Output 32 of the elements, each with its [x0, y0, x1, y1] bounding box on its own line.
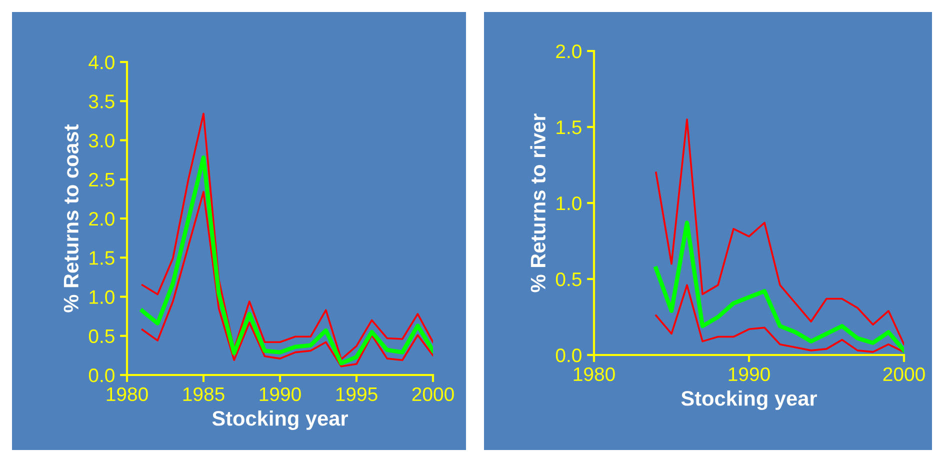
x-tick-label: 1985: [183, 387, 224, 402]
y-tick-label: 4.0: [88, 55, 114, 70]
x-tick-label: 1980: [574, 367, 615, 382]
y-tick-label: 1.5: [556, 120, 582, 134]
line-series: [141, 190, 433, 368]
line-series: [141, 112, 433, 360]
line-series: [655, 284, 904, 353]
y-tick-label: 0.0: [88, 368, 114, 382]
y-tick-label: 1.0: [90, 290, 114, 304]
y-tick-label: 0.0: [556, 348, 582, 362]
y-tick-label: 3.0: [88, 134, 114, 148]
x-tick-label: 1995: [336, 387, 378, 402]
x-tick-label: 1990: [728, 367, 770, 382]
line-series: [655, 118, 904, 346]
x-tick-label: 2000: [883, 367, 925, 382]
y-tick-label: 1.5: [90, 251, 114, 265]
x-axis-title: Stocking year: [212, 410, 348, 430]
y-tick-label: 0.5: [88, 329, 114, 344]
y-axis-title: % Returns to river: [530, 114, 546, 292]
y-tick-label: 2.0: [556, 44, 582, 58]
y-tick-label: 1.0: [556, 196, 582, 210]
y-tick-label: 2.5: [89, 172, 114, 187]
line-series: [140, 155, 433, 366]
x-tick-label: 2000: [412, 387, 454, 402]
x-tick-label: 1990: [260, 387, 301, 402]
y-tick-label: 0.5: [556, 272, 582, 286]
y-tick-label: 2.0: [89, 212, 114, 226]
y-axis-title: % Returns to coast: [64, 124, 78, 312]
x-tick-label: 1980: [106, 387, 148, 402]
x-axis-title: Stocking year: [681, 390, 818, 410]
line-series: [654, 220, 904, 353]
y-tick-label: 3.5: [88, 94, 114, 108]
